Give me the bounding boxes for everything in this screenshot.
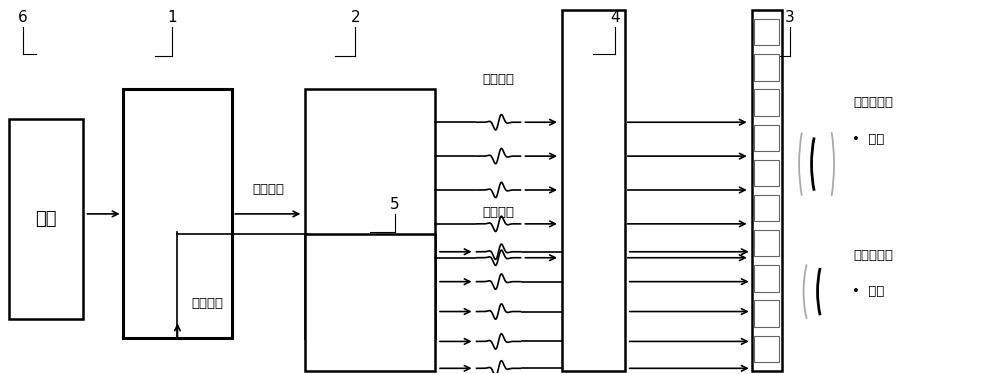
Text: •  捯伤: • 捯伤 <box>852 133 884 146</box>
Bar <box>754 19 779 45</box>
Bar <box>754 230 779 257</box>
Text: 反射波阵面: 反射波阵面 <box>854 249 894 262</box>
Bar <box>754 265 779 292</box>
Bar <box>9 119 83 319</box>
Text: 6: 6 <box>18 10 28 25</box>
Text: 反射回波: 反射回波 <box>483 206 515 219</box>
Bar <box>754 300 779 327</box>
Bar <box>754 54 779 80</box>
Bar <box>562 10 625 371</box>
Text: 激励信号: 激励信号 <box>483 73 515 86</box>
Text: 合成波阵面: 合成波阵面 <box>854 96 894 109</box>
Text: 时间延追: 时间延追 <box>253 183 285 196</box>
Text: 3: 3 <box>785 10 794 25</box>
Text: 重构信号: 重构信号 <box>191 297 223 310</box>
Bar <box>123 89 232 338</box>
Bar <box>754 160 779 186</box>
Text: 2: 2 <box>350 10 360 25</box>
Text: 成像: 成像 <box>35 210 56 228</box>
Text: 5: 5 <box>390 197 400 212</box>
Text: 1: 1 <box>168 10 177 25</box>
Bar <box>754 125 779 151</box>
Text: •  捯伤: • 捯伤 <box>852 285 884 298</box>
Bar <box>305 234 435 371</box>
Bar <box>754 89 779 116</box>
Bar <box>754 335 779 362</box>
Bar <box>754 195 779 221</box>
Bar <box>752 10 782 371</box>
Text: 4: 4 <box>610 10 620 25</box>
Bar <box>305 89 435 338</box>
